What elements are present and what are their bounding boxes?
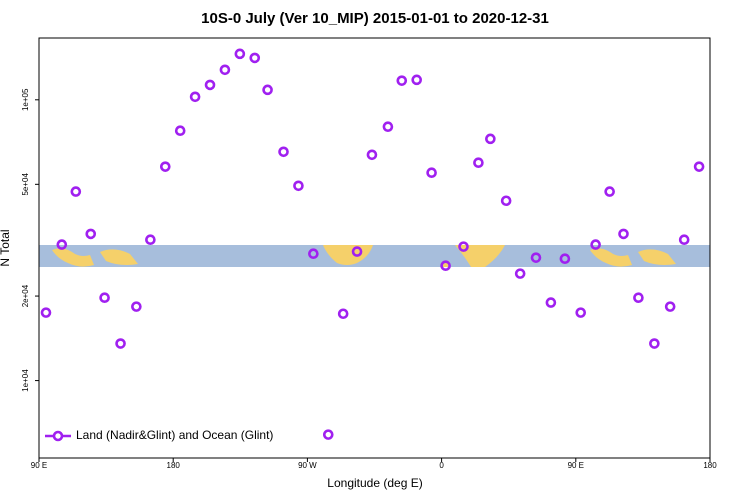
plot-frame bbox=[38, 37, 711, 459]
point bbox=[56, 239, 68, 250]
point bbox=[145, 234, 156, 246]
point bbox=[262, 84, 273, 96]
point bbox=[590, 239, 601, 250]
point bbox=[545, 297, 557, 308]
point bbox=[322, 429, 334, 440]
point bbox=[159, 161, 171, 172]
y-tick-label: 1e+04 bbox=[21, 369, 30, 392]
y-tick-label: 1e+05 bbox=[21, 88, 30, 111]
point bbox=[500, 195, 512, 207]
point bbox=[575, 307, 587, 318]
point bbox=[485, 133, 496, 145]
point bbox=[426, 167, 437, 179]
point bbox=[99, 292, 110, 304]
point bbox=[693, 161, 705, 172]
point bbox=[411, 74, 422, 86]
point bbox=[85, 228, 97, 240]
point bbox=[278, 146, 289, 158]
x-tick-label: 0 bbox=[439, 461, 444, 470]
x-tick-label: 90 E bbox=[31, 461, 47, 470]
point bbox=[70, 186, 82, 197]
x-axis-label: Longitude (deg E) bbox=[327, 476, 422, 490]
land bbox=[590, 248, 676, 267]
point bbox=[234, 48, 246, 60]
point bbox=[514, 268, 526, 279]
y-tick-label: 5e+04 bbox=[21, 173, 30, 196]
point bbox=[530, 252, 542, 263]
point bbox=[678, 234, 690, 246]
x-tick-label: 180 bbox=[703, 461, 717, 470]
point bbox=[174, 125, 186, 137]
x-tick-label: 90 W bbox=[298, 461, 317, 470]
point bbox=[351, 246, 363, 257]
point bbox=[633, 292, 644, 304]
point bbox=[189, 91, 201, 103]
legend-marker bbox=[52, 430, 64, 442]
point bbox=[559, 253, 571, 264]
point bbox=[649, 338, 660, 349]
point bbox=[366, 149, 378, 161]
y-tick-label: 2e+04 bbox=[21, 284, 30, 307]
point bbox=[473, 157, 484, 169]
point bbox=[115, 338, 126, 349]
x-tick-label: 180 bbox=[167, 461, 181, 470]
map-band bbox=[39, 245, 710, 267]
point bbox=[618, 228, 629, 240]
point bbox=[382, 121, 394, 133]
point bbox=[204, 79, 216, 91]
y-axis-label: N Total bbox=[0, 229, 12, 266]
legend-label: Land (Nadir&Glint) and Ocean (Glint) bbox=[76, 428, 273, 442]
land bbox=[52, 248, 138, 267]
point bbox=[440, 260, 451, 272]
chart-title: 10S-0 July (Ver 10_MIP) 2015-01-01 to 20… bbox=[201, 10, 549, 27]
point bbox=[249, 52, 261, 64]
point bbox=[396, 75, 408, 86]
point bbox=[131, 301, 142, 312]
point bbox=[458, 241, 469, 252]
x-tick-label: 90 E bbox=[568, 461, 584, 470]
point bbox=[664, 301, 676, 312]
point bbox=[337, 308, 349, 320]
point bbox=[293, 180, 304, 192]
land bbox=[442, 245, 505, 267]
point bbox=[219, 64, 231, 76]
point bbox=[308, 248, 319, 260]
point bbox=[604, 186, 615, 197]
ocean-band bbox=[39, 245, 710, 267]
point bbox=[40, 307, 52, 318]
